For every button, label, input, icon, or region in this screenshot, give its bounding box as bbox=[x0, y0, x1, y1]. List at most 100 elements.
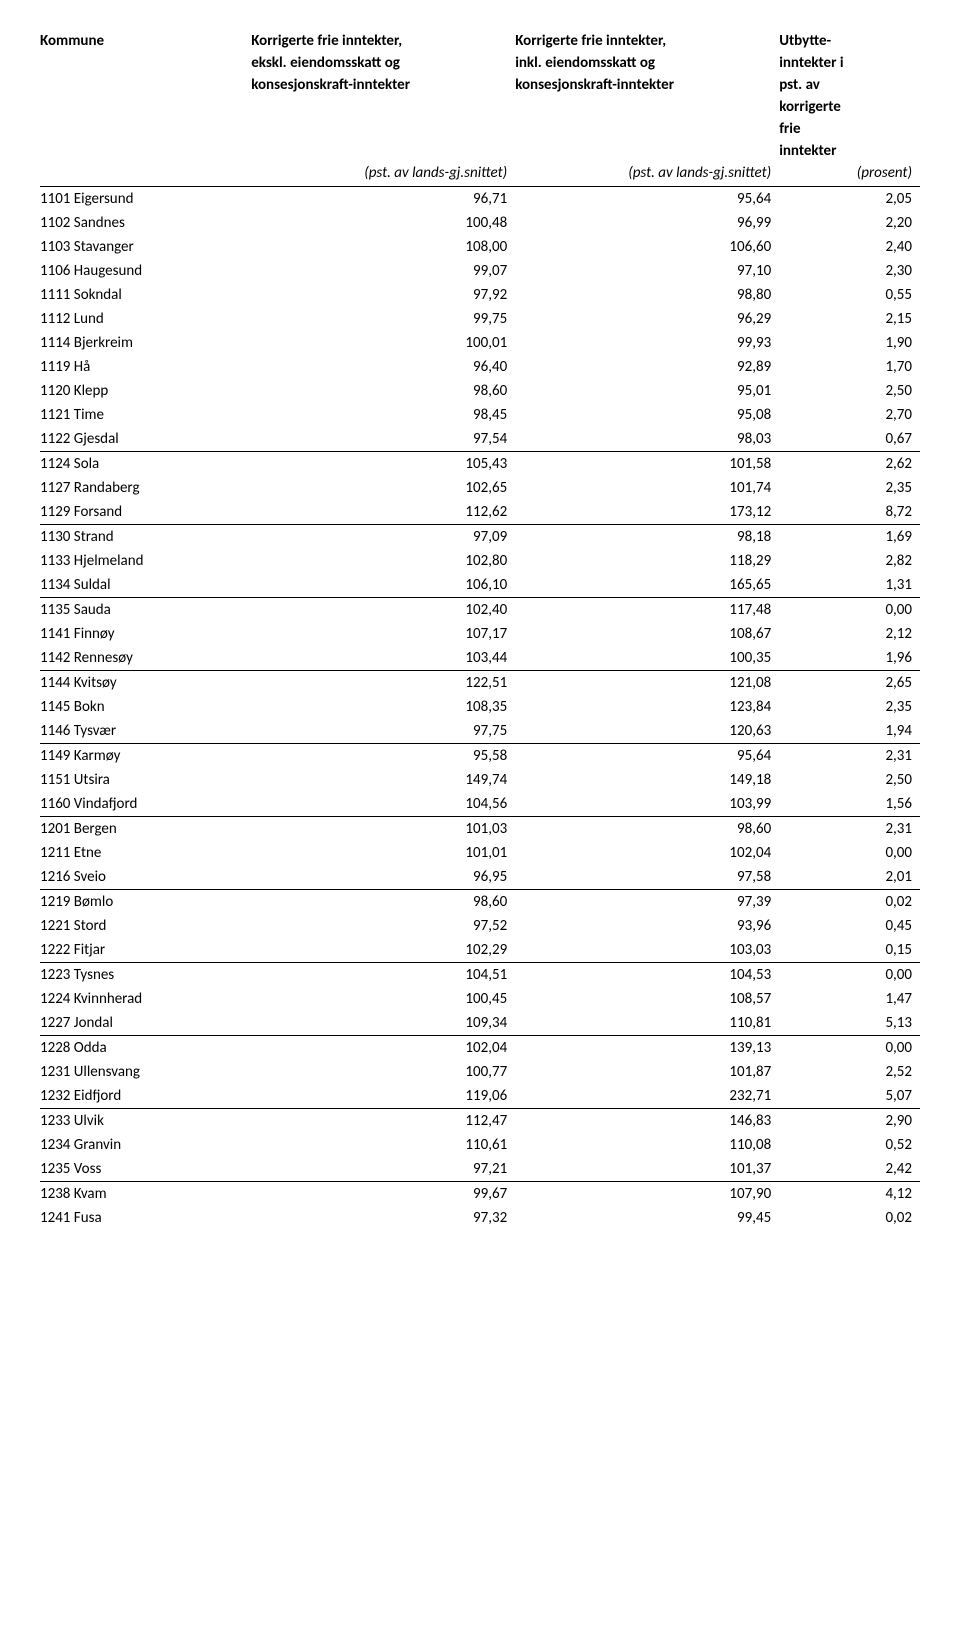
cell-ekskl: 106,10 bbox=[251, 573, 515, 598]
cell-utbytte: 2,42 bbox=[779, 1157, 920, 1182]
cell-inkl: 97,39 bbox=[515, 890, 779, 915]
cell-inkl: 106,60 bbox=[515, 235, 779, 259]
cell-kommune: 1114 Bjerkreim bbox=[40, 331, 251, 355]
cell-utbytte: 1,70 bbox=[779, 355, 920, 379]
cell-utbytte: 2,20 bbox=[779, 211, 920, 235]
cell-inkl: 95,64 bbox=[515, 744, 779, 769]
cell-ekskl: 102,04 bbox=[251, 1036, 515, 1061]
table-row: 1238 Kvam99,67107,904,12 bbox=[40, 1182, 920, 1207]
cell-inkl: 232,71 bbox=[515, 1084, 779, 1109]
cell-inkl: 98,80 bbox=[515, 283, 779, 307]
table-row: 1232 Eidfjord119,06232,715,07 bbox=[40, 1084, 920, 1109]
cell-inkl: 99,93 bbox=[515, 331, 779, 355]
cell-inkl: 146,83 bbox=[515, 1109, 779, 1134]
cell-utbytte: 2,35 bbox=[779, 695, 920, 719]
cell-utbytte: 0,02 bbox=[779, 890, 920, 915]
table-row: 1101 Eigersund96,7195,642,05 bbox=[40, 187, 920, 212]
table-row: 1120 Klepp98,6095,012,50 bbox=[40, 379, 920, 403]
cell-ekskl: 109,34 bbox=[251, 1011, 515, 1036]
cell-kommune: 1122 Gjesdal bbox=[40, 427, 251, 452]
table-row: 1114 Bjerkreim100,0199,931,90 bbox=[40, 331, 920, 355]
table-row: 1224 Kvinnherad100,45108,571,47 bbox=[40, 987, 920, 1011]
cell-kommune: 1160 Vindafjord bbox=[40, 792, 251, 817]
cell-inkl: 120,63 bbox=[515, 719, 779, 744]
table-row: 1221 Stord97,5293,960,45 bbox=[40, 914, 920, 938]
cell-kommune: 1151 Utsira bbox=[40, 768, 251, 792]
cell-ekskl: 102,40 bbox=[251, 598, 515, 623]
cell-utbytte: 1,94 bbox=[779, 719, 920, 744]
cell-utbytte: 2,15 bbox=[779, 307, 920, 331]
cell-inkl: 95,08 bbox=[515, 403, 779, 427]
cell-utbytte: 5,07 bbox=[779, 1084, 920, 1109]
table-row: 1133 Hjelmeland102,80118,292,82 bbox=[40, 549, 920, 573]
table-row: 1222 Fitjar102,29103,030,15 bbox=[40, 938, 920, 963]
table-row: 1121 Time98,4595,082,70 bbox=[40, 403, 920, 427]
cell-inkl: 98,60 bbox=[515, 817, 779, 842]
header-col3-l2: inkl. eiendomsskatt og bbox=[515, 52, 779, 74]
table-row: 1102 Sandnes100,4896,992,20 bbox=[40, 211, 920, 235]
table-row: 1146 Tysvær97,75120,631,94 bbox=[40, 719, 920, 744]
cell-utbytte: 0,00 bbox=[779, 841, 920, 865]
table-row: 1130 Strand97,0998,181,69 bbox=[40, 525, 920, 550]
cell-ekskl: 101,03 bbox=[251, 817, 515, 842]
cell-inkl: 102,04 bbox=[515, 841, 779, 865]
cell-kommune: 1146 Tysvær bbox=[40, 719, 251, 744]
header-col4-l2: inntekter i bbox=[779, 52, 920, 74]
cell-ekskl: 104,51 bbox=[251, 963, 515, 988]
table-row: 1234 Granvin110,61110,080,52 bbox=[40, 1133, 920, 1157]
cell-utbytte: 0,45 bbox=[779, 914, 920, 938]
cell-kommune: 1130 Strand bbox=[40, 525, 251, 550]
cell-utbytte: 1,96 bbox=[779, 646, 920, 671]
cell-ekskl: 97,32 bbox=[251, 1206, 515, 1230]
cell-kommune: 1101 Eigersund bbox=[40, 187, 251, 212]
header-col4-l4: korrigerte bbox=[779, 96, 920, 118]
cell-inkl: 101,58 bbox=[515, 452, 779, 477]
cell-ekskl: 98,60 bbox=[251, 890, 515, 915]
table-body: 1101 Eigersund96,7195,642,051102 Sandnes… bbox=[40, 187, 920, 1231]
cell-kommune: 1127 Randaberg bbox=[40, 476, 251, 500]
cell-utbytte: 0,55 bbox=[779, 283, 920, 307]
cell-ekskl: 108,35 bbox=[251, 695, 515, 719]
cell-inkl: 95,01 bbox=[515, 379, 779, 403]
cell-kommune: 1222 Fitjar bbox=[40, 938, 251, 963]
income-table: Kommune Korrigerte frie inntekter, Korri… bbox=[40, 30, 920, 1230]
table-row: 1135 Sauda102,40117,480,00 bbox=[40, 598, 920, 623]
cell-utbytte: 2,82 bbox=[779, 549, 920, 573]
header-col2-l1: Korrigerte frie inntekter, bbox=[251, 30, 515, 52]
cell-inkl: 98,03 bbox=[515, 427, 779, 452]
cell-inkl: 97,58 bbox=[515, 865, 779, 890]
cell-ekskl: 102,29 bbox=[251, 938, 515, 963]
table-row: 1134 Suldal106,10165,651,31 bbox=[40, 573, 920, 598]
cell-utbytte: 2,70 bbox=[779, 403, 920, 427]
cell-inkl: 108,57 bbox=[515, 987, 779, 1011]
cell-utbytte: 2,62 bbox=[779, 452, 920, 477]
cell-utbytte: 4,12 bbox=[779, 1182, 920, 1207]
cell-utbytte: 0,00 bbox=[779, 1036, 920, 1061]
header-col4-l6: inntekter bbox=[779, 140, 920, 162]
cell-utbytte: 1,47 bbox=[779, 987, 920, 1011]
cell-ekskl: 119,06 bbox=[251, 1084, 515, 1109]
cell-kommune: 1145 Bokn bbox=[40, 695, 251, 719]
cell-kommune: 1149 Karmøy bbox=[40, 744, 251, 769]
cell-utbytte: 2,50 bbox=[779, 379, 920, 403]
cell-utbytte: 0,52 bbox=[779, 1133, 920, 1157]
cell-kommune: 1134 Suldal bbox=[40, 573, 251, 598]
cell-utbytte: 2,30 bbox=[779, 259, 920, 283]
cell-inkl: 149,18 bbox=[515, 768, 779, 792]
cell-kommune: 1112 Lund bbox=[40, 307, 251, 331]
cell-ekskl: 97,92 bbox=[251, 283, 515, 307]
cell-ekskl: 95,58 bbox=[251, 744, 515, 769]
table-row: 1151 Utsira149,74149,182,50 bbox=[40, 768, 920, 792]
cell-kommune: 1133 Hjelmeland bbox=[40, 549, 251, 573]
cell-kommune: 1232 Eidfjord bbox=[40, 1084, 251, 1109]
cell-inkl: 101,37 bbox=[515, 1157, 779, 1182]
cell-utbytte: 2,90 bbox=[779, 1109, 920, 1134]
table-row: 1228 Odda102,04139,130,00 bbox=[40, 1036, 920, 1061]
cell-inkl: 98,18 bbox=[515, 525, 779, 550]
table-row: 1149 Karmøy95,5895,642,31 bbox=[40, 744, 920, 769]
table-row: 1127 Randaberg102,65101,742,35 bbox=[40, 476, 920, 500]
table-row: 1231 Ullensvang100,77101,872,52 bbox=[40, 1060, 920, 1084]
table-row: 1129 Forsand112,62173,128,72 bbox=[40, 500, 920, 525]
cell-kommune: 1111 Sokndal bbox=[40, 283, 251, 307]
cell-utbytte: 0,00 bbox=[779, 963, 920, 988]
